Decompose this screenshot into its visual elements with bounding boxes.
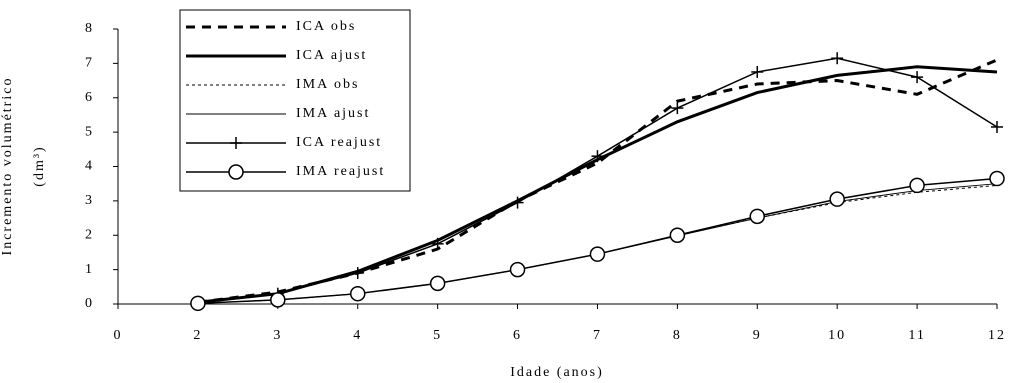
x-tick-label: 7 [593, 328, 602, 343]
marker-circle [270, 292, 286, 308]
series-line [197, 177, 998, 305]
marker-plus [591, 150, 604, 163]
legend-label: IMA ajust [296, 106, 370, 121]
x-tick-label: 9 [753, 328, 762, 343]
marker-plus [831, 52, 844, 65]
marker-plus [991, 120, 1003, 133]
y-axis-label: (dm³) [32, 145, 47, 186]
series-line [197, 184, 998, 304]
marker-plus [351, 267, 364, 280]
legend-label: ICA reajust [296, 135, 382, 150]
x-axis-label: Idade (anos) [510, 365, 604, 380]
y-tick-label: 4 [85, 159, 94, 174]
marker-plus [911, 71, 924, 84]
marker-plus [230, 137, 242, 149]
marker-circle [190, 295, 206, 312]
y-tick-label: 6 [85, 90, 94, 105]
y-tick-label: 7 [85, 56, 94, 71]
y-axis-label: Incremento volumétrico [0, 77, 15, 256]
legend: ICA obs ICA ajust IMA obs IMA ajust ICA reaj… [179, 9, 411, 192]
legend-box [179, 9, 411, 192]
legend-label: IMA obs [296, 77, 359, 92]
legend-label: IMA reajust [296, 164, 385, 179]
y-tick-label: 8 [85, 21, 94, 36]
x-tick-label: 6 [513, 328, 522, 343]
marker-circle [429, 275, 446, 292]
x-tick-label: 2 [193, 328, 202, 343]
marker-circle [669, 227, 686, 243]
x-tick-label: 8 [673, 328, 682, 343]
x-tick-label: 3 [273, 328, 282, 343]
x-tick-label: 10 [828, 328, 846, 343]
marker-circle [589, 246, 606, 262]
marker-circle [749, 208, 766, 225]
marker-plus [431, 237, 444, 250]
y-tick-label: 2 [85, 227, 94, 242]
marker-circle [909, 177, 925, 194]
x-tick-label: 12 [988, 328, 1006, 343]
x-tick-label: 11 [908, 328, 925, 343]
x-tick-label: 4 [353, 328, 362, 343]
marker-plus [751, 65, 764, 78]
legend-label: ICA obs [296, 19, 356, 34]
marker-circle [989, 170, 1005, 187]
y-tick-label: 0 [85, 296, 94, 311]
y-tick-label: 3 [85, 193, 94, 208]
marker-circle [829, 191, 845, 207]
marker-circle [509, 261, 526, 278]
marker-circle [228, 164, 244, 180]
y-tick-label: 5 [85, 124, 94, 139]
legend-label: ICA ajust [296, 48, 367, 63]
marker-plus [671, 102, 684, 115]
marker-plus [511, 196, 524, 209]
y-tick-label: 1 [85, 262, 94, 277]
series-line [197, 183, 998, 304]
marker-circle [349, 285, 366, 302]
x-tick-label: 0 [114, 328, 123, 343]
x-tick-label: 5 [433, 328, 442, 343]
